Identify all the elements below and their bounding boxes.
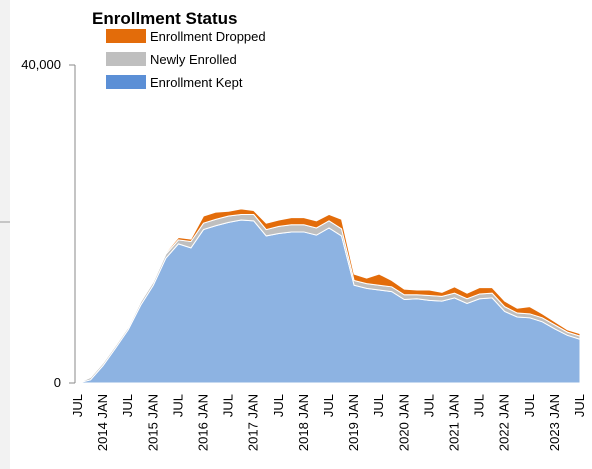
x-tick-label: 2020 JAN (396, 394, 411, 451)
x-tick-label: JUL (472, 394, 487, 417)
x-tick-label: JUL (522, 394, 537, 417)
x-tick-label: 2023 JAN (547, 394, 562, 451)
x-tick-label: JUL (321, 394, 336, 417)
x-tick-label: 2018 JAN (296, 394, 311, 451)
x-tick-label: JUL (221, 394, 236, 417)
legend-swatch (106, 29, 146, 43)
legend-label: Enrollment Dropped (150, 29, 266, 44)
y-tick-label: 0 (54, 375, 61, 390)
x-tick-label: JUL (371, 394, 386, 417)
legend-label: Enrollment Kept (150, 75, 243, 90)
sheet-edge (0, 0, 10, 469)
chart-title: Enrollment Status (92, 9, 237, 28)
x-tick-label: JUL (421, 394, 436, 417)
x-tick-label: 2019 JAN (346, 394, 361, 451)
x-tick-label: 2016 JAN (196, 394, 211, 451)
legend-label: Newly Enrolled (150, 52, 237, 67)
x-tick-label: 2021 JAN (447, 394, 462, 451)
x-tick-label: 2017 JAN (246, 394, 261, 451)
legend-swatch (106, 52, 146, 66)
x-tick-label: 2014 JAN (95, 394, 110, 451)
x-tick-label: JUL (572, 394, 587, 417)
x-tick-label: JUL (70, 394, 85, 417)
area (77, 208, 581, 384)
x-tick-label: JUL (120, 394, 135, 417)
x-tick-label: 2022 JAN (497, 394, 512, 451)
legend-swatch (106, 75, 146, 89)
y-tick-label: 40,000 (21, 57, 61, 72)
x-tick-label: JUL (271, 394, 286, 417)
x-tick-label: JUL (170, 394, 185, 417)
x-tick-label: 2015 JAN (145, 394, 160, 451)
